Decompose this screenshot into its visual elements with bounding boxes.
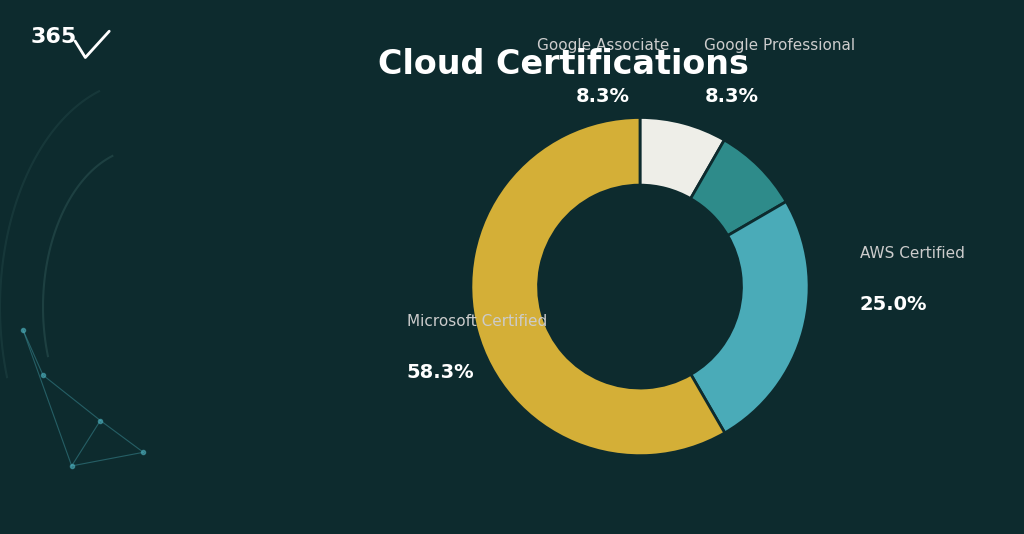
Wedge shape bbox=[690, 140, 786, 235]
Text: 58.3%: 58.3% bbox=[407, 363, 474, 382]
Text: 25.0%: 25.0% bbox=[860, 295, 928, 314]
Text: Google Professional: Google Professional bbox=[705, 38, 855, 53]
Text: 8.3%: 8.3% bbox=[575, 87, 630, 106]
Text: Cloud Certifications: Cloud Certifications bbox=[378, 48, 749, 81]
Wedge shape bbox=[471, 117, 725, 456]
Text: AWS Certified: AWS Certified bbox=[860, 246, 965, 261]
Wedge shape bbox=[691, 201, 809, 433]
Text: 8.3%: 8.3% bbox=[705, 87, 758, 106]
Text: 365: 365 bbox=[31, 27, 77, 46]
Text: Microsoft Certified: Microsoft Certified bbox=[407, 314, 547, 329]
Wedge shape bbox=[640, 117, 724, 199]
Text: Google Associate: Google Associate bbox=[537, 38, 669, 53]
